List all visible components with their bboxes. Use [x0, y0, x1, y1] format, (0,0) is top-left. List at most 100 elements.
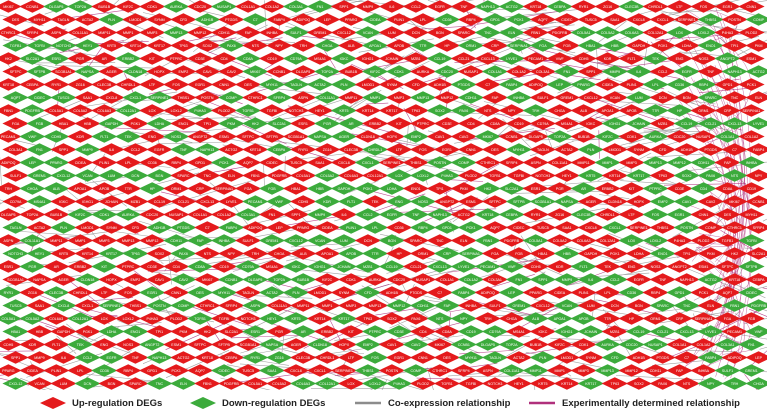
down-regulated-gene-node[interactable]: PLN [330, 78, 358, 91]
up-regulated-gene-node[interactable]: COL11A1 [67, 26, 94, 39]
up-regulated-gene-node[interactable]: COL5A2 [546, 234, 573, 247]
down-regulated-gene-node[interactable]: RYR1 [242, 351, 269, 364]
down-regulated-gene-node[interactable]: CDH11 [690, 156, 717, 169]
up-regulated-gene-node[interactable]: ESM1 [457, 195, 485, 208]
down-regulated-gene-node[interactable]: P4HA3 [187, 104, 214, 117]
down-regulated-gene-node[interactable]: KRT17 [625, 169, 652, 182]
up-regulated-gene-node[interactable]: PLIN1 [91, 156, 118, 169]
up-regulated-gene-node[interactable]: COL1A1 [433, 273, 461, 286]
down-regulated-gene-node[interactable]: TUSC5 [2, 299, 29, 312]
down-regulated-gene-node[interactable]: CEBPA [266, 143, 293, 156]
up-regulated-gene-node[interactable]: SPP1 [282, 208, 310, 221]
down-regulated-gene-node[interactable]: COL5A1 [0, 312, 22, 325]
down-regulated-gene-node[interactable]: FN1 [306, 0, 334, 13]
down-regulated-gene-node[interactable]: CHGA [745, 377, 767, 390]
up-regulated-gene-node[interactable]: COL5A2 [67, 104, 94, 117]
up-regulated-gene-node[interactable]: TNF [697, 65, 724, 78]
up-regulated-gene-node[interactable]: DES [433, 351, 461, 364]
down-regulated-gene-node[interactable]: CDH11 [457, 91, 485, 104]
up-regulated-gene-node[interactable]: MMP1 [314, 299, 341, 312]
up-regulated-gene-node[interactable]: ALB [290, 247, 317, 260]
down-regulated-gene-node[interactable]: IGKC [330, 52, 358, 65]
up-regulated-gene-node[interactable]: LUM [378, 26, 406, 39]
down-regulated-gene-node[interactable]: COL5A1 [570, 26, 597, 39]
down-regulated-gene-node[interactable]: NPY [450, 312, 477, 325]
up-regulated-gene-node[interactable]: SCGB1A1 [282, 130, 310, 143]
up-regulated-gene-node[interactable]: KDR [67, 130, 94, 143]
up-regulated-gene-node[interactable]: FOS [115, 286, 142, 299]
up-regulated-gene-node[interactable]: CFD [402, 78, 429, 91]
down-regulated-gene-node[interactable]: TTR [361, 247, 389, 260]
down-regulated-gene-node[interactable]: CIDEC [738, 286, 765, 299]
down-regulated-gene-node[interactable]: NAPSA [74, 65, 101, 78]
up-regulated-gene-node[interactable]: CFD [122, 221, 149, 234]
down-regulated-gene-node[interactable]: PLN [529, 351, 557, 364]
up-regulated-gene-node[interactable]: SOX2 [625, 377, 652, 390]
up-regulated-gene-node[interactable]: CLEC3B [290, 351, 317, 364]
up-regulated-gene-node[interactable]: MZB1 [649, 117, 676, 130]
up-regulated-gene-node[interactable]: THBS1 [649, 221, 676, 234]
down-regulated-gene-node[interactable]: TGFBI [738, 234, 765, 247]
down-regulated-gene-node[interactable]: GREM1 [26, 169, 53, 182]
up-regulated-gene-node[interactable]: LMOD1 [601, 143, 628, 156]
up-regulated-gene-node[interactable]: COL12A1 [594, 234, 621, 247]
up-regulated-gene-node[interactable]: COL11A1 [546, 156, 573, 169]
up-regulated-gene-node[interactable]: CCL19 [146, 195, 173, 208]
up-regulated-gene-node[interactable]: TP63 [649, 169, 676, 182]
up-regulated-gene-node[interactable]: CD8A [481, 117, 509, 130]
up-regulated-gene-node[interactable]: BUB1B [91, 0, 118, 13]
up-regulated-gene-node[interactable]: COL1A1 [187, 208, 214, 221]
up-regulated-gene-node[interactable]: MMP1 [546, 364, 573, 377]
down-regulated-gene-node[interactable]: TNC [673, 299, 700, 312]
up-regulated-gene-node[interactable]: ESM1 [738, 52, 765, 65]
up-regulated-gene-node[interactable]: LMOD1 [122, 13, 149, 26]
up-regulated-gene-node[interactable]: HBB [26, 325, 53, 338]
down-regulated-gene-node[interactable]: IL6 [577, 273, 604, 286]
down-regulated-gene-node[interactable]: LYVE1 [498, 52, 525, 65]
up-regulated-gene-node[interactable]: DCN [601, 299, 628, 312]
up-regulated-gene-node[interactable]: PECAM1 [721, 325, 748, 338]
up-regulated-gene-node[interactable]: CEBPA [218, 351, 245, 364]
up-regulated-gene-node[interactable]: CLEC3B [338, 143, 365, 156]
up-regulated-gene-node[interactable]: PLOD2 [163, 312, 190, 325]
up-regulated-gene-node[interactable]: PLOD2 [409, 377, 437, 390]
up-regulated-gene-node[interactable]: GAPDH [625, 39, 652, 52]
up-regulated-gene-node[interactable]: SCGB1A1 [234, 338, 262, 351]
up-regulated-gene-node[interactable]: TNF [450, 0, 477, 13]
down-regulated-gene-node[interactable]: TEK [642, 52, 669, 65]
up-regulated-gene-node[interactable]: CCL21 [450, 52, 477, 65]
up-regulated-gene-node[interactable]: COL6A3 [43, 312, 70, 325]
down-regulated-gene-node[interactable]: CLDN18 [74, 273, 101, 286]
up-regulated-gene-node[interactable]: THBS1 [122, 299, 149, 312]
up-regulated-gene-node[interactable]: GREM1 [306, 26, 334, 39]
down-regulated-gene-node[interactable]: DLGAP5 [474, 338, 501, 351]
down-regulated-gene-node[interactable]: PDGFRB [745, 299, 767, 312]
down-regulated-gene-node[interactable]: CAV2 [170, 273, 197, 286]
up-regulated-gene-node[interactable]: CD79A [529, 117, 557, 130]
down-regulated-gene-node[interactable]: APOB [338, 247, 365, 260]
down-regulated-gene-node[interactable]: COL1A2 [457, 273, 485, 286]
down-regulated-gene-node[interactable]: MMP9 [601, 65, 628, 78]
up-regulated-gene-node[interactable]: ASPN [522, 156, 549, 169]
up-regulated-gene-node[interactable]: SFTPC [714, 260, 741, 273]
up-regulated-gene-node[interactable]: CRP [481, 39, 509, 52]
down-regulated-gene-node[interactable]: MKI67 [242, 65, 269, 78]
up-regulated-gene-node[interactable]: ADIPOQ [474, 286, 501, 299]
up-regulated-gene-node[interactable]: PECAM1 [0, 130, 22, 143]
up-regulated-gene-node[interactable]: MYH11 [738, 208, 765, 221]
up-regulated-gene-node[interactable]: SULF1 [234, 234, 262, 247]
down-regulated-gene-node[interactable]: CEBPA [546, 0, 573, 13]
down-regulated-gene-node[interactable]: ADH1B [146, 221, 173, 234]
up-regulated-gene-node[interactable]: HBA1 [50, 117, 77, 130]
up-regulated-gene-node[interactable]: IGHG1 [354, 52, 382, 65]
up-regulated-gene-node[interactable]: POSTN [721, 13, 748, 26]
down-regulated-gene-node[interactable]: FOS [642, 208, 669, 221]
up-regulated-gene-node[interactable]: CLDN18 [354, 130, 382, 143]
down-regulated-gene-node[interactable]: LOXL2 [690, 26, 717, 39]
down-regulated-gene-node[interactable]: PLN [577, 143, 604, 156]
up-regulated-gene-node[interactable]: APOA1 [314, 247, 341, 260]
up-regulated-gene-node[interactable]: CDH11 [642, 364, 669, 377]
up-regulated-gene-node[interactable]: LMOD1 [354, 78, 382, 91]
up-regulated-gene-node[interactable]: ENG [618, 260, 645, 273]
up-regulated-gene-node[interactable]: KIF2C [314, 273, 341, 286]
